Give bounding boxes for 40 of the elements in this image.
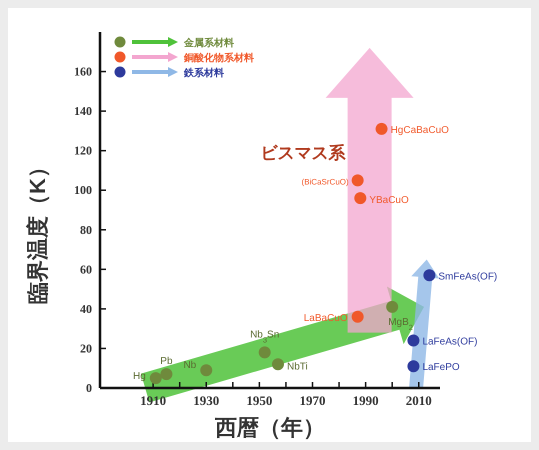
annotation: YBaCuO [369,195,409,206]
point [150,372,162,384]
y-tick-label: 40 [80,302,92,316]
x-axis-title: 西暦（年） [214,415,325,440]
annotation: LaFeAs(OF) [422,336,478,348]
annotation: Pb [160,356,173,368]
annotation: Nb [183,360,197,372]
y-axis-title: 臨界温度（K） [25,156,50,304]
annotation: NbTi [286,361,308,372]
y-tick-label: 140 [74,104,92,118]
point [423,269,436,282]
annotation: SmFeAs(OF) [438,271,498,282]
x-tick-label: 1950 [246,393,272,408]
point [407,334,420,347]
annotation: LaFePO [422,362,460,374]
x-tick-label: 1990 [352,393,379,408]
y-tick-label: 20 [80,341,92,356]
point [407,360,420,372]
point [160,368,172,380]
point [258,346,271,358]
x-tick-label: 1970 [300,393,326,408]
y-tick-label: 80 [80,222,92,237]
point [352,310,364,323]
point [376,122,388,135]
point [386,300,398,313]
point [200,364,212,376]
y-tick-label: 60 [80,262,92,276]
y-tick-label: 100 [74,183,92,198]
point [272,358,284,370]
legend: 金属系材料 銅酸化物系材料 鉄系材料 [114,36,254,79]
annotation: HgCaBaCuO [390,124,450,136]
y-tick-label: 120 [74,144,92,158]
point [352,174,364,186]
y-tick-label: 160 [74,64,92,79]
annotation: ビスマス系 [260,143,347,162]
x-tick-label: 1930 [193,393,220,408]
x-tick-label: 2010 [406,393,432,408]
point [354,192,366,204]
y-tick-label: 0 [86,381,92,395]
annotation: (BiCaSrCuO) [302,177,349,186]
